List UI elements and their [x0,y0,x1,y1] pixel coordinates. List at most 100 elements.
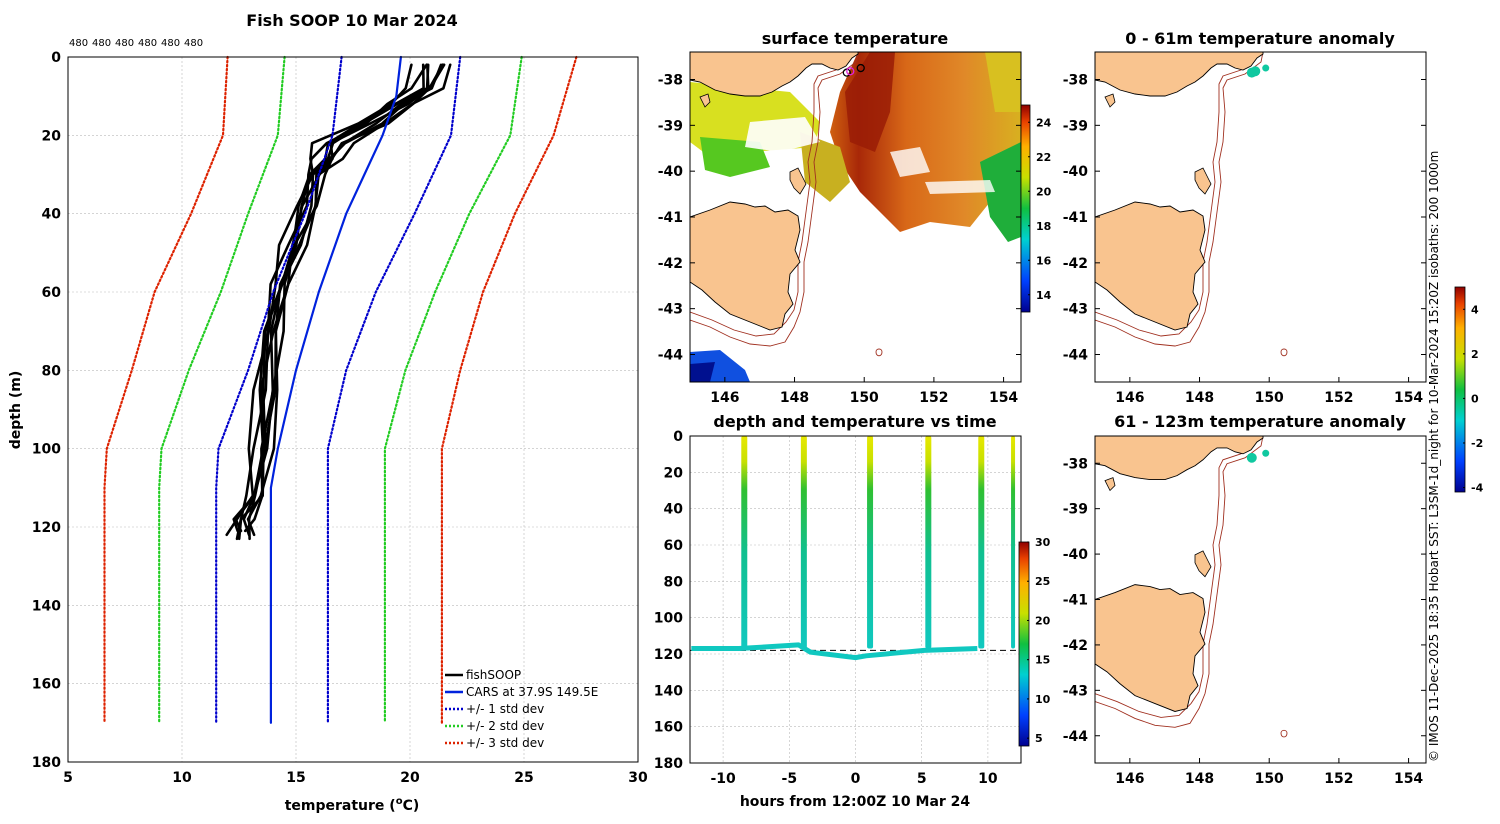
depth-time-bottom-trace [691,642,978,661]
depth-time-ytick: 80 [664,574,684,590]
colorbar-tick: 0 [1471,392,1479,405]
sst-colorbar-ticks: 14 16 18 20 22 24 [1028,116,1052,302]
colorbar-tick: -2 [1471,437,1483,450]
depth-time-ytick: 180 [654,756,683,772]
profile-xtick: 10 [172,770,192,786]
profile-ytick: 180 [32,755,61,771]
profile-xtick: 25 [514,770,533,786]
map-ytick: -41 [1063,593,1088,609]
sst-mixed-strait [800,132,850,202]
map-ytick: -39 [658,118,683,134]
profile-ytick: 60 [42,285,62,301]
anomaly-deep-title: 61 - 123m temperature anomaly [1114,412,1406,431]
profile-series-line [383,55,523,724]
land-tasmania [1095,584,1206,712]
anomaly-shallow-land [1095,52,1288,357]
isobath-seamount [1280,729,1288,738]
sst-hot-core [845,52,895,152]
map-xtick: 154 [1394,771,1423,787]
sst-cast-marker [856,63,865,73]
isobath-200m [690,52,853,337]
map-ytick: -42 [1063,256,1088,272]
anomaly-shallow-map [1095,52,1426,382]
map-xtick: 150 [850,390,879,406]
depth-time-panel: depth and temperature vs time -10 -5 0 5 100… [654,412,1051,810]
map-xtick: 146 [1115,771,1144,787]
legend-sd1: +/- 1 std dev [466,702,544,716]
map-ytick: -43 [658,302,683,318]
profile-frame [67,56,639,763]
land-king-island [1104,477,1116,492]
depth-time-xtick: 0 [851,771,861,787]
map-xtick: 152 [1324,390,1353,406]
colorbar-tick: 5 [1035,732,1043,745]
count-label: 480 [69,38,88,49]
anomaly-colorbar [1454,286,1466,493]
profile-xtick: 30 [628,770,648,786]
depth-time-cast [867,436,874,649]
depth-time-cast [800,436,807,649]
profile-series-line [158,55,286,724]
anomaly-deep-land [1095,436,1288,738]
count-label: 480 [138,38,157,49]
anomaly-shallow-title: 0 - 61m temperature anomaly [1125,29,1395,48]
map-ytick: -40 [1063,547,1089,563]
profile-title: Fish SOOP 10 Mar 2024 [246,11,457,30]
count-label: 480 [115,38,134,49]
anomaly-point [1262,64,1270,72]
map-ytick: -44 [1063,348,1089,364]
isobath-seamount [875,348,883,357]
sst-cloud-gap [925,180,995,194]
profile-grid [68,57,638,762]
map-xtick: 152 [919,390,948,406]
anomaly-point [1246,452,1257,463]
colorbar-tick: 20 [1036,185,1052,198]
profile-xtick: 20 [400,770,420,786]
land-king-island [1104,93,1116,108]
land-flinders-island [1194,167,1212,195]
anomaly-point [1262,449,1270,457]
profile-xlabel: temperature (oC) [285,796,420,814]
map-ytick: -44 [658,348,684,364]
map-xtick: 146 [710,390,739,406]
map-ytick: -40 [1063,164,1089,180]
depth-time-xtick: -5 [782,771,798,787]
colorbar-tick: 4 [1471,303,1479,316]
land-tasmania [1095,201,1206,331]
map-xtick: 150 [1255,771,1284,787]
profile-panel: Fish SOOP 10 Mar 2024 480 480 480 480 48… [8,11,648,814]
depth-time-colorbar [1018,541,1030,747]
map-ytick: -44 [1063,729,1089,745]
legend-fish: fishSOOP [466,668,521,682]
map-ytick: -38 [658,73,683,89]
profile-ytick: 120 [32,520,61,536]
colorbar-tick: 2 [1471,348,1479,361]
profile-ytick: 80 [42,363,62,379]
sst-panel: surface temperature 146 148 150 152 154 -38 -3… [658,29,1052,406]
legend-sd2: +/- 2 std dev [466,719,544,733]
profile-legend: fishSOOP CARS at 37.9S 149.5E +/- 1 std … [445,668,598,750]
depth-time-ytick: 120 [654,647,683,663]
sst-colorbar [1020,104,1031,313]
depth-time-cast [925,436,932,649]
colorbar-tick: 16 [1036,254,1052,267]
anomaly-colorbar-ticks: -4 -2 0 2 4 [1463,303,1484,495]
map-ytick: -39 [1063,502,1088,518]
count-label: 480 [92,38,111,49]
depth-time-cast [741,436,748,649]
land-mainland [1095,436,1264,481]
profile-series-line [215,55,343,724]
anomaly-deep-panel: 61 - 123m temperature anomaly 146 148 150 1… [1063,412,1427,787]
land-mainland [1095,52,1264,97]
map-xtick: 152 [1324,771,1353,787]
colorbar-tick: 25 [1035,575,1050,588]
sst-ticks: 146 148 150 152 154 -38 -39 -40 -41 -42 -43 -44 [658,73,1021,406]
anomaly-shallow-panel: 0 - 61m temperature anomaly 146 148 150 152… [1063,29,1427,406]
depth-time-title: depth and temperature vs time [713,412,996,431]
land-flinders-island [789,167,807,195]
map-ytick: -42 [658,256,683,272]
isobath-200m [1095,436,1258,718]
isobath-1000m [690,52,859,347]
